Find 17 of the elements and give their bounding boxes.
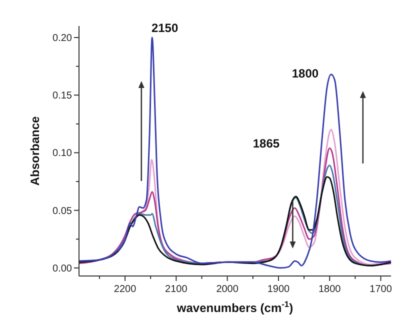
y-tick-label: 0.00: [52, 263, 72, 274]
x-tick-label: 1900: [267, 284, 290, 295]
x-tick-label: 2100: [165, 284, 188, 295]
annotation: 1800: [292, 66, 319, 81]
y-tick-label: 0.20: [52, 33, 72, 44]
x-tick-label: 1700: [370, 284, 392, 295]
x-axis-title: wavenumbers (cm$^{-1}$): [176, 299, 294, 315]
annotation: 2150: [151, 21, 178, 36]
x-tick-label: 2200: [114, 284, 137, 295]
y-axis-title: Absorbance: [28, 116, 42, 186]
x-tick-label: 1800: [318, 284, 342, 295]
line-series: [78, 36, 392, 269]
y-tick-label: 0.05: [52, 206, 72, 217]
y-tick-label: 0.10: [52, 148, 72, 160]
y-tick-label: 0.15: [52, 90, 72, 102]
annotation: 1865: [252, 136, 280, 151]
x-tick-label: 2000: [216, 284, 239, 295]
